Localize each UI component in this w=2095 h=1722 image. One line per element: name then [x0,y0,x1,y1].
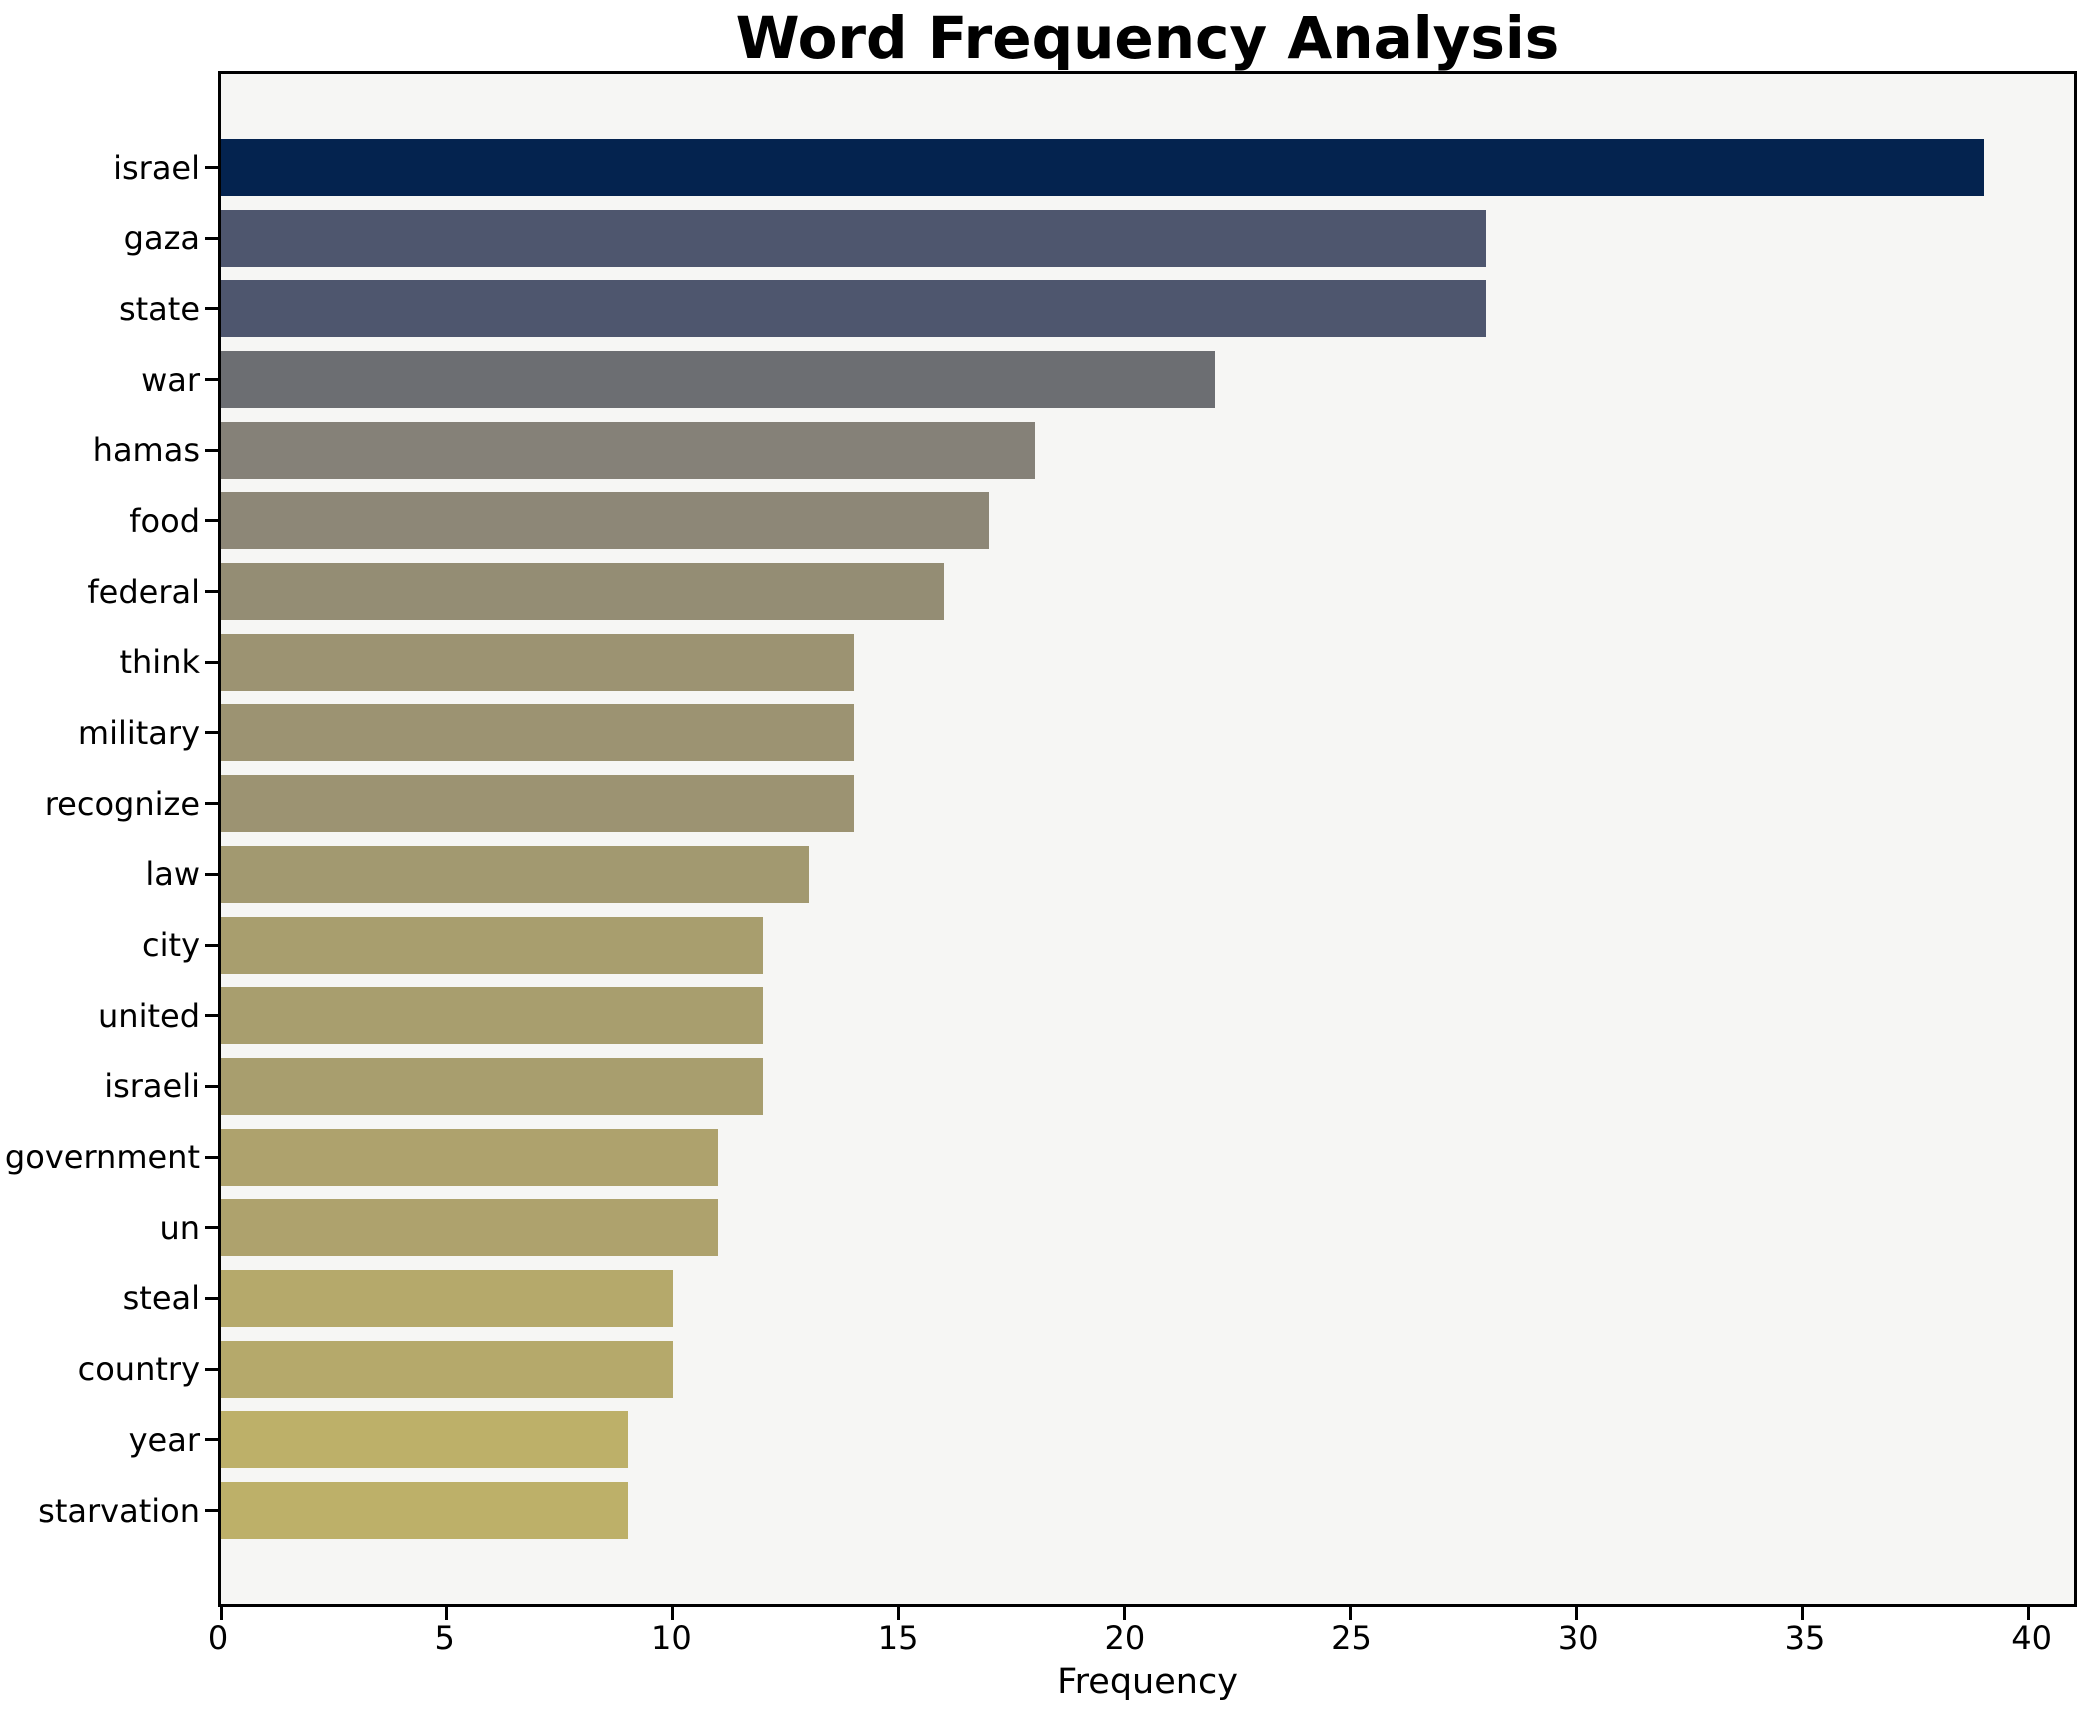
y-tick-label: state [118,289,200,328]
x-tick-mark [671,1607,675,1620]
bar-war [221,351,1216,409]
x-tick-label: 0 [207,1619,229,1657]
bar-united [221,987,764,1045]
x-tick-label: 30 [1557,1619,1599,1657]
y-tick-mark [205,590,218,594]
y-tick-mark [205,519,218,523]
y-tick-mark [205,166,218,169]
bar-military [221,704,854,762]
y-tick-mark [205,1014,218,1018]
x-tick-label: 35 [1784,1619,1826,1657]
bar-recognize [221,775,854,833]
bar-city [221,916,764,974]
y-tick-mark [205,1296,218,1300]
bar-year [221,1411,628,1469]
y-tick-label: food [129,501,200,540]
x-tick-mark [1349,1607,1353,1620]
y-tick-label: israel [113,148,200,187]
x-axis-label: Frequency [1057,1662,1238,1702]
chart-title: Word Frequency Analysis [735,4,1560,72]
y-tick-label: steal [122,1279,200,1318]
y-tick-label: recognize [44,784,200,823]
y-tick-label: un [159,1208,200,1247]
x-tick-mark [1575,1607,1579,1620]
x-tick-label: 40 [2011,1619,2053,1657]
y-tick-label: military [77,713,200,752]
x-tick-mark [445,1607,449,1620]
bar-hamas [221,421,1035,479]
y-tick-mark [205,1084,218,1088]
x-tick-label: 5 [434,1619,455,1657]
bar-law [221,845,809,903]
y-tick-mark [205,1438,218,1442]
x-tick-label: 20 [1104,1619,1146,1657]
y-tick-mark [205,1509,218,1512]
y-tick-mark [205,872,218,876]
x-tick-mark [219,1607,223,1620]
y-tick-label: law [145,855,200,894]
plot-area [205,71,2077,1620]
y-tick-label: country [77,1350,200,1389]
y-tick-mark [205,1155,218,1159]
y-tick-mark [205,448,218,452]
bar-government [221,1128,719,1186]
x-tick-mark [1123,1607,1127,1620]
bar-food [221,492,990,550]
y-tick-label: federal [87,572,200,611]
y-axis: israel gaza state war hamas food federal think m… [0,71,200,1607]
bar-gaza [221,209,1487,267]
y-tick-label: starvation [38,1491,200,1530]
y-tick-mark [205,378,218,382]
y-tick-mark [205,1226,218,1230]
x-tick-mark [897,1607,901,1620]
bar-steal [221,1269,673,1327]
bar-country [221,1340,673,1398]
bar-think [221,633,854,691]
y-tick-label: war [141,360,200,399]
y-tick-label: united [98,996,200,1035]
y-tick-mark [205,236,218,240]
y-tick-mark [205,731,218,735]
bar-starvation [221,1482,628,1539]
x-tick-mark [2027,1607,2031,1620]
x-tick-label: 15 [877,1619,919,1657]
bar-federal [221,563,945,621]
y-tick-mark [205,1367,218,1371]
bar-israeli [221,1057,764,1115]
y-tick-label: year [128,1420,200,1459]
y-tick-mark [205,943,218,947]
y-tick-label: hamas [92,431,200,470]
x-tick-label: 10 [651,1619,692,1657]
x-tick-mark [1801,1607,1805,1620]
y-tick-label: gaza [123,219,200,258]
y-tick-label: city [142,926,200,965]
y-tick-label: think [119,643,200,682]
y-tick-mark [205,802,218,806]
y-tick-mark [205,660,218,664]
bar-israel [221,139,1984,196]
y-tick-label: israeli [104,1067,200,1106]
bar-un [221,1199,719,1257]
y-tick-mark [205,307,218,311]
y-tick-label: government [4,1138,200,1177]
x-axis: 0 5 10 15 20 25 30 35 40 [208,1619,2077,1660]
x-tick-label: 25 [1331,1619,1372,1657]
bar-state [221,280,1487,338]
